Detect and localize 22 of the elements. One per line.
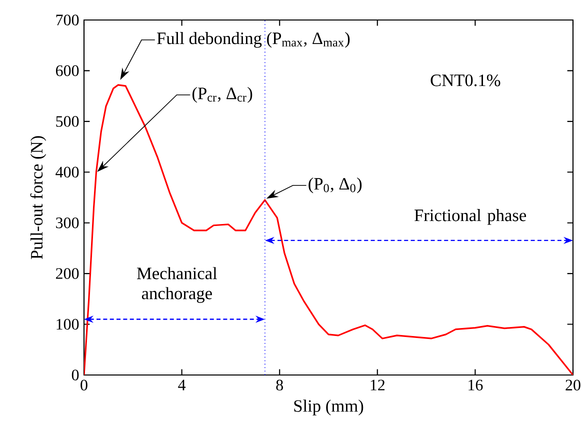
annotation: Mechanical anchorage [136,267,218,303]
y-tick-label: 600 [56,65,79,76]
annotation: (P$_{cr}$, Δ$_{cr}$) [192,87,252,103]
x-tick-label: 8 [276,380,283,390]
annotation: (P$_{0}$, Δ$_{0}$) [308,178,362,194]
y-tick-label: 400 [56,166,79,178]
y-tick-label: 200 [56,268,79,279]
y-tick-label: 0 [72,370,79,380]
y-tick-label: 500 [56,116,79,127]
y-tick-label: 700 [56,14,79,26]
annotation: Frictional phase [414,209,526,225]
y-tick-label: 300 [56,217,79,228]
y-tick-label: 100 [56,318,79,330]
x-tick-label: 4 [178,380,186,390]
y-axis-title: Pull-out force (N) [30,136,46,260]
annotation: CNT0.1% [430,74,500,86]
x-tick-label: 20 [566,380,580,390]
x-tick-label: 0 [80,380,88,390]
x-axis-title: Slip (mm) [294,400,364,416]
annotation: Full debonding (P$_{max}$, Δ$_{max}$) [157,32,350,48]
x-tick-label: 12 [370,380,385,390]
x-tick-label: 16 [468,380,483,390]
